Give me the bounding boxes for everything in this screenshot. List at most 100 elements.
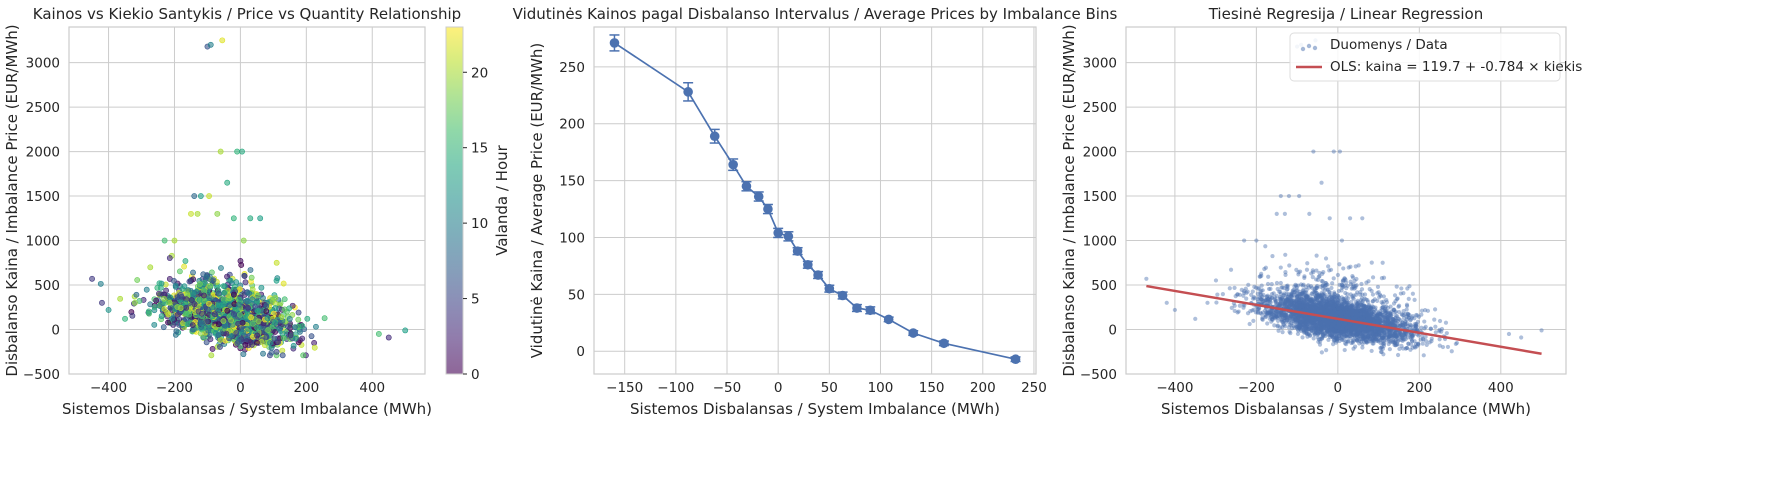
scatter-point	[1374, 314, 1380, 319]
colorbar-tick-label: 20	[471, 65, 488, 81]
scatter-point	[242, 279, 249, 286]
scatter-point	[1284, 297, 1290, 302]
scatter-point	[1304, 325, 1309, 330]
scatter-point	[1297, 306, 1303, 311]
scatter-point	[1360, 299, 1365, 304]
x-tick-label: 200	[1406, 380, 1432, 396]
scatter-point	[1298, 313, 1303, 318]
scatter-point	[1418, 337, 1423, 342]
scatter-point	[201, 297, 208, 304]
x-tick-label: −200	[156, 380, 193, 396]
chart-title: Tiesinė Regresija / Linear Regression	[1208, 5, 1484, 23]
scatter-point	[1308, 319, 1313, 324]
data-point	[908, 328, 919, 338]
scatter-point	[145, 308, 152, 315]
scatter-point	[240, 329, 247, 336]
scatter-point	[1293, 324, 1299, 329]
scatter-point	[1346, 329, 1351, 335]
scatter-point	[1319, 323, 1324, 329]
scatter-point	[1423, 324, 1428, 329]
scatter-point	[1405, 286, 1410, 291]
scatter-point	[1278, 265, 1283, 270]
scatter-point	[217, 336, 224, 343]
scatter-point	[1304, 267, 1310, 272]
scatter-points	[89, 37, 409, 359]
scatter-point	[1330, 318, 1336, 324]
scatter-point	[1301, 300, 1306, 305]
scatter-point	[1266, 274, 1271, 279]
scatter-point	[292, 324, 298, 331]
scatter-point	[1373, 319, 1378, 324]
scatter-point	[214, 210, 221, 217]
scatter-point	[1316, 301, 1322, 306]
scatter-point	[133, 291, 140, 298]
scatter-point	[224, 307, 231, 314]
scatter-point	[238, 262, 245, 268]
y-tick-label: 200	[559, 117, 585, 133]
data-point	[852, 303, 862, 313]
scatter-point	[1288, 302, 1294, 307]
scatter-point	[1297, 300, 1302, 306]
scatter-point	[1296, 291, 1301, 296]
scatter-point	[221, 290, 227, 296]
scatter-point	[224, 179, 231, 186]
scatter-point	[1215, 292, 1220, 297]
scatter-panel-price-vs-quantity: −400 −200 0 200 400−500050010001500200025003…	[3, 5, 461, 418]
scatter-point	[210, 277, 217, 284]
y-tick-label: 1500	[1083, 189, 1117, 205]
scatter-point	[1268, 315, 1274, 320]
scatter-point	[223, 330, 230, 337]
scatter-point	[1297, 325, 1302, 330]
scatter-point	[1444, 331, 1449, 336]
scatter-point	[1354, 327, 1360, 333]
scatter-point	[1388, 304, 1393, 309]
scatter-point	[1373, 305, 1378, 310]
scatter-point	[1357, 307, 1362, 313]
scatter-point	[233, 330, 240, 336]
scatter-point	[191, 193, 198, 199]
scatter-point	[1399, 286, 1404, 291]
scatter-point	[402, 327, 409, 334]
scatter-point	[1269, 316, 1275, 322]
scatter-point	[1363, 325, 1369, 330]
scatter-point	[1244, 296, 1249, 301]
scatter-point	[1304, 321, 1309, 326]
scatter-point	[182, 258, 189, 264]
scatter-point	[1301, 282, 1306, 287]
data-point	[728, 159, 738, 170]
scatter-point	[1334, 320, 1339, 325]
scatter-point	[321, 315, 328, 322]
scatter-point	[1333, 319, 1338, 324]
scatter-point	[1318, 336, 1323, 342]
scatter-point	[156, 280, 163, 287]
scatter-point	[1360, 311, 1365, 316]
colorbar-tick-label: 15	[471, 141, 488, 157]
scatter-point	[258, 284, 265, 291]
scatter-point	[1376, 316, 1382, 322]
scatter-point	[188, 210, 194, 217]
y-tick-label: 100	[559, 230, 585, 246]
scatter-point	[1371, 316, 1376, 322]
y-axis-label: Disbalanso Kaina / Imbalance Price (EUR/…	[1060, 24, 1078, 376]
data-point	[1010, 354, 1021, 365]
scatter-point	[1382, 337, 1387, 342]
colorbar-bar	[445, 26, 464, 375]
scatter-point	[174, 304, 181, 310]
scatter-point	[1337, 262, 1342, 267]
scatter-point	[132, 299, 138, 306]
scatter-point	[1327, 268, 1332, 273]
scatter-point	[1398, 291, 1403, 296]
scatter-points	[1144, 38, 1544, 358]
scatter-point	[1385, 321, 1390, 326]
scatter-point	[1331, 321, 1336, 326]
scatter-point	[196, 296, 203, 303]
scatter-point	[1282, 313, 1287, 318]
scatter-point	[1285, 283, 1290, 288]
scatter-point	[1378, 312, 1383, 317]
scatter-point	[1359, 307, 1365, 313]
y-tick-label: −500	[1080, 367, 1117, 383]
scatter-point	[295, 309, 302, 316]
colorbar-tick-label: 5	[471, 292, 480, 308]
scatter-point	[1321, 298, 1327, 303]
scatter-point	[1331, 276, 1336, 281]
